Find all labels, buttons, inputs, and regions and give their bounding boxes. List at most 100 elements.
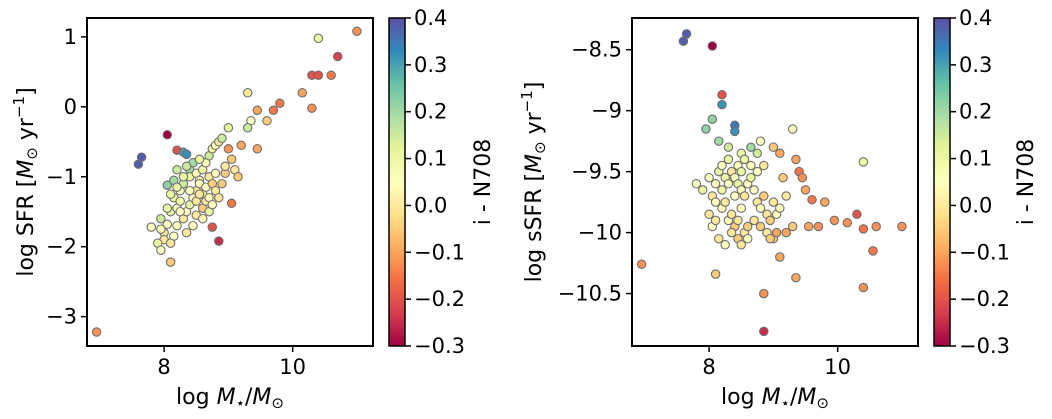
data-point	[214, 236, 224, 246]
y-tick-label: −9.5	[571, 160, 622, 184]
data-point	[746, 172, 756, 183]
colorbar-tick-label: 0.1	[959, 147, 992, 171]
data-point	[717, 185, 727, 195]
data-point	[681, 29, 692, 39]
data-point	[707, 41, 718, 51]
colorbar-sfr: 0.4 0.3 0.2 0.1 0.0 −0.1 −0.2 −0.3 i - N708	[388, 6, 496, 358]
data-point	[714, 136, 724, 146]
data-point	[710, 197, 721, 207]
x-tick-label: 8	[157, 355, 170, 379]
data-point	[720, 240, 730, 250]
colorbar-tick-label: 0.4	[959, 6, 992, 30]
data-point	[759, 326, 769, 337]
data-point	[755, 136, 766, 146]
data-point	[829, 215, 840, 226]
scatter-points-sfr	[91, 26, 362, 337]
colorbar-gradient-sfr	[388, 17, 406, 347]
data-point	[175, 206, 185, 217]
data-point	[156, 224, 166, 234]
data-point	[194, 154, 205, 165]
data-point	[710, 179, 721, 189]
data-point	[91, 327, 102, 337]
data-point	[726, 209, 737, 220]
data-point	[720, 197, 730, 207]
colorbar-label-ssfr: i - N708	[1014, 139, 1039, 226]
data-point	[897, 221, 907, 232]
data-point	[220, 161, 230, 172]
data-point	[759, 160, 769, 171]
data-point	[223, 144, 234, 154]
colorbar-tick-label: 0.0	[959, 193, 992, 217]
data-point	[352, 26, 362, 37]
data-point	[781, 191, 791, 201]
data-point	[172, 182, 182, 192]
panel-ssfr: 8 10 −10.5 −10 −9.5 −9 −8.5 log M⋆/M⊙ log sSFR…	[518, 6, 1039, 412]
data-point	[275, 98, 285, 109]
data-point	[852, 209, 862, 220]
data-point	[749, 215, 759, 226]
colorbar-ssfr: 0.4 0.3 0.2 0.1 0.0 −0.1 −0.2 −0.3 i - N708	[933, 6, 1039, 358]
data-point	[775, 203, 785, 213]
data-point	[742, 221, 753, 232]
data-point	[242, 88, 253, 98]
data-point	[156, 213, 166, 224]
data-point	[723, 142, 734, 152]
data-point	[858, 224, 869, 234]
data-point	[755, 203, 766, 213]
data-point	[778, 172, 788, 183]
colorbar-tick-label: −0.1	[959, 240, 1010, 264]
data-point	[749, 185, 759, 195]
data-point	[730, 191, 740, 201]
data-point	[717, 160, 727, 171]
colorbar-tick-label: 0.3	[414, 53, 447, 77]
x-tick-label: 10	[824, 355, 851, 379]
colorbar-tick-label: 0.2	[414, 100, 447, 124]
colorbar-tick-label: 0.0	[414, 193, 447, 217]
data-point	[188, 220, 198, 231]
plot-frame-sfr	[86, 17, 374, 347]
ticks-ssfr: 8 10 −10.5 −10 −9.5 −9 −8.5	[558, 38, 851, 379]
data-point	[739, 154, 750, 165]
data-point	[181, 149, 192, 160]
colorbar-tick-label: 0.3	[959, 53, 992, 77]
data-point	[858, 157, 869, 167]
data-point	[768, 197, 779, 207]
data-point	[813, 221, 824, 232]
data-point	[871, 221, 881, 232]
data-point	[136, 152, 147, 162]
y-axis-label-ssfr: log sSFR [M⊙ yr−1]	[518, 82, 549, 283]
data-point	[730, 126, 740, 137]
data-point	[217, 133, 227, 144]
colorbar-tick-label: 0.4	[414, 6, 447, 30]
data-point	[701, 124, 711, 134]
data-point	[868, 246, 878, 256]
data-point	[165, 238, 176, 248]
data-point	[797, 172, 808, 183]
data-point	[739, 191, 750, 201]
y-tick-label: 0	[64, 95, 77, 119]
y-tick-label: 1	[64, 25, 77, 49]
data-point	[207, 222, 218, 232]
data-point	[252, 105, 263, 116]
data-point	[704, 172, 714, 183]
data-point	[717, 90, 727, 100]
data-point	[242, 123, 253, 133]
data-point	[326, 70, 336, 81]
y-tick-label: −3	[46, 305, 77, 329]
y-axis-label-sfr: log SFR [M⊙ yr−1]	[10, 87, 41, 276]
data-point	[791, 272, 801, 283]
data-point	[332, 51, 343, 62]
data-point	[233, 172, 243, 182]
data-point	[752, 166, 763, 177]
data-point	[162, 180, 173, 190]
data-point	[746, 160, 756, 171]
data-point	[226, 154, 237, 165]
data-point	[771, 227, 782, 238]
data-point	[714, 233, 724, 244]
x-axis-label-sfr: log M⋆/M⊙	[176, 385, 284, 412]
data-point	[742, 233, 753, 244]
y-tick-label: −8.5	[571, 38, 622, 62]
data-point	[307, 103, 317, 113]
x-tick-label: 10	[279, 355, 306, 379]
